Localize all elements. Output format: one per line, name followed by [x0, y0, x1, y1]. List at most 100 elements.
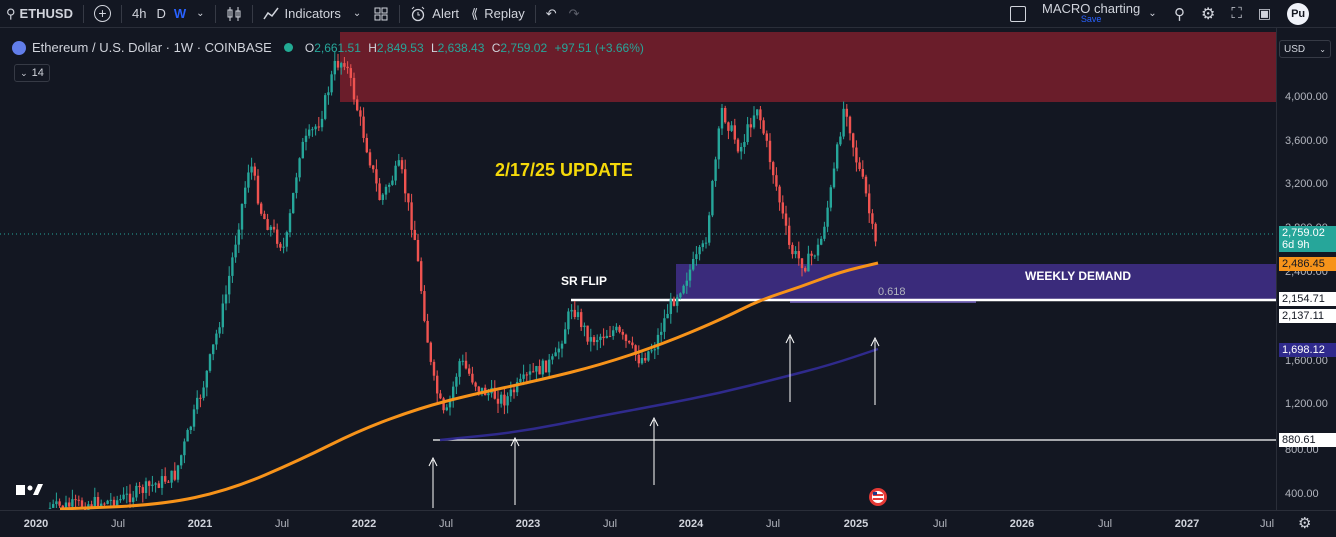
candle-body: [413, 229, 416, 240]
candle-body: [695, 254, 698, 260]
currency-select[interactable]: USD ⌄: [1279, 40, 1331, 58]
candle-body: [388, 184, 391, 187]
quick-search-icon[interactable]: ⚲: [1174, 5, 1185, 23]
candle-body: [522, 374, 525, 379]
high-value: 2,849.53: [376, 40, 424, 55]
candle-body: [352, 77, 356, 100]
candle-body: [480, 387, 484, 392]
divider: [534, 4, 536, 23]
price-tick: 4,000.00: [1285, 91, 1328, 103]
candle-body: [160, 476, 164, 488]
layout-save-status: Save: [1080, 13, 1102, 24]
time-tick: 2024: [678, 518, 704, 530]
plus-circle-icon: +: [93, 5, 111, 22]
candle-body: [688, 269, 692, 281]
weekly-demand-annotation[interactable]: WEEKLY DEMAND: [1025, 269, 1132, 283]
candle-body: [231, 257, 234, 276]
candle-body: [55, 501, 58, 505]
update-annotation[interactable]: 2/17/25 UPDATE: [495, 160, 633, 180]
candle-body: [516, 382, 519, 393]
candle-body: [247, 172, 250, 188]
candle-body: [848, 116, 852, 134]
alert-button[interactable]: Alert: [404, 0, 465, 27]
time-axis[interactable]: 2020 Jul 2021 Jul 2022 Jul 2023 Jul 2024…: [0, 510, 1336, 537]
candle-body: [554, 352, 557, 357]
publish-button[interactable]: Pu: [1287, 2, 1310, 25]
sr-flip-annotation[interactable]: SR FLIP: [561, 274, 608, 288]
candle-body: [871, 213, 874, 224]
candle-body: [269, 226, 272, 230]
templates-button[interactable]: [367, 0, 395, 27]
time-tick: 2022: [351, 518, 377, 530]
close-key: C: [491, 40, 501, 55]
market-status-dot: [283, 43, 293, 52]
currency-label: USD: [1284, 43, 1306, 55]
low-key: L: [430, 40, 438, 55]
candle-body: [855, 147, 858, 163]
candle-body: [311, 129, 314, 131]
candle-body: [868, 193, 871, 214]
interval-dropdown[interactable]: ⌄: [190, 0, 210, 27]
symbol-label: ETHUSD: [19, 6, 73, 21]
camera-icon[interactable]: ▣: [1257, 5, 1272, 21]
price-tick: 1,600.00: [1285, 355, 1328, 367]
candle-body: [704, 242, 708, 244]
eth-logo-icon: [12, 40, 26, 55]
price-chart[interactable]: [0, 28, 1276, 510]
chart-title: Ethereum / U.S. Dollar · 1W · COINBASE: [32, 40, 272, 55]
candle-body: [452, 386, 455, 399]
candle-body: [256, 175, 260, 204]
settings-gear-icon[interactable]: ⚙: [1298, 515, 1312, 532]
symbol-search[interactable]: ⚲ ETHUSD: [0, 0, 79, 27]
ma-200-line: [439, 347, 879, 442]
candle-body: [74, 499, 77, 501]
candle-body: [509, 389, 512, 397]
time-tick: 2023: [515, 518, 541, 530]
candle-body: [400, 160, 404, 170]
compare-button[interactable]: +: [88, 0, 117, 27]
divider: [399, 4, 401, 23]
candles-group: [48, 51, 877, 510]
candle-body: [215, 333, 218, 345]
candle-body: [618, 326, 621, 332]
settings-gear-icon[interactable]: ⚙: [1201, 5, 1216, 23]
candle-body: [772, 162, 775, 176]
candle-body: [778, 186, 781, 203]
chart-type-button[interactable]: [220, 0, 248, 27]
high-key: H: [368, 40, 377, 55]
undo-button[interactable]: ↶: [540, 0, 563, 27]
candle-body: [288, 213, 292, 233]
price-axis[interactable]: 4,000.00 3,600.00 3,200.00 2,800.00 2,40…: [1276, 28, 1336, 510]
candle-body: [839, 136, 842, 145]
divider: [251, 4, 253, 23]
candle-body: [442, 398, 445, 411]
candle-body: [138, 485, 141, 488]
candle-body: [173, 470, 176, 480]
interval-w[interactable]: W: [170, 0, 190, 27]
candles-icon: [227, 6, 241, 21]
candle-body: [541, 360, 544, 375]
candle-body: [560, 343, 564, 349]
candle-body: [836, 144, 839, 169]
flag-event-icon[interactable]: [869, 488, 887, 506]
candle-body: [791, 244, 794, 255]
price-tick: 1,200.00: [1285, 398, 1328, 410]
candle-body: [343, 63, 346, 67]
indicators-dropdown[interactable]: ⌄: [347, 0, 367, 27]
candle-body: [237, 229, 240, 245]
candle-body: [692, 259, 695, 270]
redo-button[interactable]: ↷: [563, 0, 586, 27]
candle-body: [682, 285, 685, 294]
candle-body: [240, 203, 244, 230]
time-tick: Jul: [274, 518, 290, 530]
replay-button[interactable]: ⟪ Replay: [465, 0, 531, 27]
indicators-button[interactable]: Indicators: [257, 0, 347, 27]
candle-body: [458, 361, 461, 377]
interval-d[interactable]: D: [152, 0, 169, 27]
layout-menu[interactable]: MACRO charting Save ⌄: [1010, 0, 1157, 27]
indicators-toggle[interactable]: ⌄ 14: [14, 64, 50, 82]
chevron-down-icon: ⌄: [196, 8, 205, 19]
interval-4h[interactable]: 4h: [126, 0, 152, 27]
candle-body: [810, 253, 813, 256]
fullscreen-icon[interactable]: ⛶: [1231, 5, 1242, 22]
